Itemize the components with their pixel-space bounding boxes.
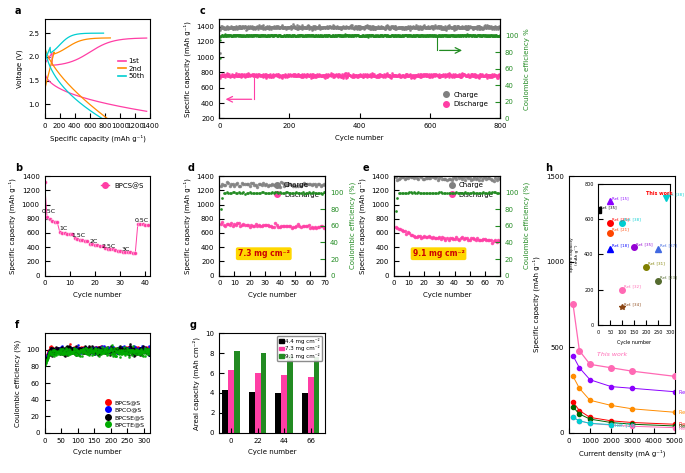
Legend: BPCS@S: BPCS@S	[98, 180, 147, 192]
Legend: Charge, Discharge: Charge, Discharge	[441, 89, 491, 110]
Bar	[275, 393, 282, 433]
Text: e: e	[362, 163, 369, 173]
Bar	[228, 370, 234, 433]
Bar	[302, 393, 308, 433]
Y-axis label: Coulombic efficiency %: Coulombic efficiency %	[524, 28, 530, 110]
Line: This work: This work	[571, 302, 677, 379]
Y-axis label: Coulombic efficiency (%): Coulombic efficiency (%)	[14, 340, 21, 427]
Legend: Charge, Discharge: Charge, Discharge	[447, 180, 497, 201]
Y-axis label: Coulombic efficiency (%): Coulombic efficiency (%)	[349, 182, 356, 270]
This work	[586, 361, 594, 367]
X-axis label: Cycle number: Cycle number	[336, 135, 384, 141]
Text: 3C: 3C	[121, 246, 129, 252]
Text: Ref. [36]: Ref. [36]	[615, 422, 636, 427]
This work	[628, 368, 636, 374]
This work	[569, 302, 577, 307]
Text: b: b	[15, 163, 22, 173]
Text: 7.3 mg cm⁻²: 7.3 mg cm⁻²	[238, 249, 290, 258]
Text: 0.5C: 0.5C	[41, 210, 55, 214]
Legend: 4.4 mg cm⁻², 7.3 mg cm⁻², 9.1 mg cm⁻²: 4.4 mg cm⁻², 7.3 mg cm⁻², 9.1 mg cm⁻²	[277, 336, 323, 361]
Text: Ref. [5]: Ref. [5]	[679, 389, 685, 394]
Text: Ref. [14]: Ref. [14]	[679, 410, 685, 415]
Y-axis label: Specific capacity (mAh g⁻¹): Specific capacity (mAh g⁻¹)	[533, 256, 540, 352]
Text: 2.5C: 2.5C	[101, 244, 116, 249]
Text: a: a	[15, 6, 21, 16]
Legend: 1st, 2nd, 50th: 1st, 2nd, 50th	[115, 55, 147, 82]
Text: d: d	[188, 163, 195, 173]
Text: 1C: 1C	[60, 226, 68, 231]
Text: 2C: 2C	[90, 239, 98, 244]
This work	[671, 374, 679, 379]
Bar	[260, 353, 266, 433]
X-axis label: Cycle number: Cycle number	[73, 292, 122, 298]
This work	[607, 365, 615, 371]
Text: h: h	[545, 163, 553, 173]
Y-axis label: Areal capacity (mAh cm⁻²): Areal capacity (mAh cm⁻²)	[192, 337, 200, 429]
X-axis label: Current density (mA g⁻¹): Current density (mA g⁻¹)	[579, 449, 665, 457]
Text: Ref. [17]: Ref. [17]	[679, 422, 685, 427]
Y-axis label: Specific capacity (mAh g⁻¹): Specific capacity (mAh g⁻¹)	[9, 178, 16, 274]
Bar	[223, 390, 228, 433]
Text: 1.5C: 1.5C	[71, 233, 86, 238]
Text: Ref. [19]: Ref. [19]	[679, 423, 685, 429]
Y-axis label: Voltage (V): Voltage (V)	[16, 49, 23, 88]
Y-axis label: Coulombic efficiency (%): Coulombic efficiency (%)	[524, 182, 530, 270]
Bar	[314, 357, 319, 433]
This work	[575, 348, 584, 353]
Text: Ref. [20]: Ref. [20]	[679, 425, 685, 430]
Y-axis label: Specific capacity (mAh g⁻¹): Specific capacity (mAh g⁻¹)	[184, 178, 191, 274]
Text: f: f	[15, 320, 19, 330]
Bar	[255, 373, 260, 433]
Text: 0.5C: 0.5C	[134, 219, 149, 223]
Text: c: c	[199, 6, 205, 16]
Bar	[282, 375, 287, 433]
Bar	[308, 377, 314, 433]
X-axis label: Cycle number: Cycle number	[73, 449, 122, 455]
Bar	[287, 355, 293, 433]
X-axis label: Cycle number: Cycle number	[248, 449, 297, 455]
X-axis label: Specific capacity (mAh g⁻¹): Specific capacity (mAh g⁻¹)	[49, 135, 145, 142]
Text: g: g	[190, 320, 197, 330]
Y-axis label: Specific capacity (mAh g⁻¹): Specific capacity (mAh g⁻¹)	[184, 21, 191, 117]
Y-axis label: Specific capacity (mAh g⁻¹): Specific capacity (mAh g⁻¹)	[358, 178, 366, 274]
Bar	[249, 392, 255, 433]
Bar	[234, 351, 240, 433]
Legend: BPCS@S, BPCO@S, BPCSE@S, BPCTE@S: BPCS@S, BPCO@S, BPCSE@S, BPCTE@S	[104, 397, 147, 429]
Text: This work: This work	[597, 352, 627, 358]
X-axis label: Cycle number: Cycle number	[423, 292, 471, 298]
Text: 9.1 mg cm⁻²: 9.1 mg cm⁻²	[412, 249, 464, 258]
Legend: Charge, Discharge: Charge, Discharge	[272, 180, 322, 201]
X-axis label: Cycle number: Cycle number	[248, 292, 297, 298]
